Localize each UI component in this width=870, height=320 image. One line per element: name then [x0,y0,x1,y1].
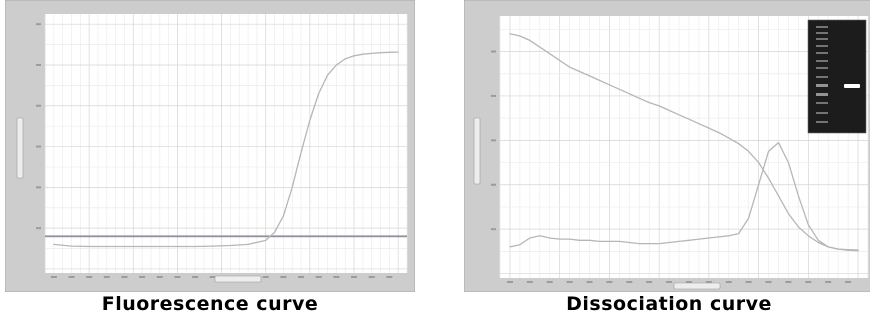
gel-ladder-band [816,121,828,123]
dissociation-caption: Dissociation curve [566,293,772,315]
y-tick-mark [36,63,41,66]
gel-ladder-band [816,84,828,87]
x-tick-mark [546,281,553,283]
x-tick-mark [156,276,163,278]
y-tick-mark [491,139,496,142]
gel-ladder-band [816,102,828,104]
y-tick-mark [491,94,496,97]
plot-area [45,14,407,273]
x-tick-mark [745,281,752,283]
gel-sample-band [844,84,860,88]
x-tick-mark [351,276,358,278]
x-tick-mark [606,281,613,283]
fluorescence-caption: Fluorescence curve [101,293,319,315]
axis-ticks [36,23,393,278]
x-axis-label-tab[interactable] [673,282,721,290]
curves [509,33,859,252]
gel-bands [816,26,860,123]
gel-ladder-band [816,112,828,114]
dissociation-panel: Dissociation curve [464,0,870,320]
gel-ladder-band [816,60,828,62]
x-tick-mark [725,281,732,283]
x-tick-mark [298,276,305,278]
x-tick-mark [139,276,146,278]
gel-ladder-band [816,52,828,54]
curves [45,51,407,248]
gel-ladder-band [816,38,828,40]
x-tick-mark [705,281,712,283]
x-tick-mark [262,276,269,278]
x-tick-mark [386,276,393,278]
gel-ladder-band [816,26,828,28]
y-tick-mark [36,186,41,189]
gel-ladder-band [816,67,828,69]
y-tick-mark [491,50,496,53]
x-tick-mark [315,276,322,278]
x-tick-mark [765,281,772,283]
series-line-1 [509,33,859,252]
fluorescence-chart [5,0,415,292]
dissociation-chart [464,0,870,292]
x-tick-mark [685,281,692,283]
gel-ladder-band [816,32,828,34]
y-axis-label-tab[interactable] [473,117,481,185]
x-tick-mark [209,276,216,278]
x-tick-mark [86,276,93,278]
x-tick-mark [825,281,832,283]
y-tick-mark [36,23,41,26]
x-tick-mark [103,276,110,278]
x-tick-mark [174,276,181,278]
axis-ticks [491,50,852,283]
x-tick-mark [566,281,573,283]
x-tick-mark [845,281,852,283]
x-tick-mark [646,281,653,283]
y-tick-mark [36,104,41,107]
fluorescence-panel: Fluorescence curve [5,0,415,320]
x-tick-mark [586,281,593,283]
x-tick-mark [526,281,533,283]
x-tick-mark [506,281,513,283]
x-tick-mark [805,281,812,283]
y-tick-mark [491,228,496,231]
y-tick-mark [36,227,41,230]
gel-ladder-band [816,93,828,96]
x-tick-mark [666,281,673,283]
x-tick-mark [368,276,375,278]
x-tick-mark [785,281,792,283]
x-tick-mark [121,276,128,278]
gel-ladder-band [816,45,828,47]
x-tick-mark [68,276,75,278]
series-line-1 [53,51,399,248]
x-tick-mark [280,276,287,278]
x-tick-mark [333,276,340,278]
gridlines [499,16,869,278]
y-tick-mark [36,145,41,148]
gel-ladder-band [816,76,828,78]
x-tick-mark [626,281,633,283]
gridlines [44,14,408,273]
y-tick-mark [491,183,496,186]
x-axis-label-tab[interactable] [214,275,262,283]
x-tick-mark [50,276,57,278]
gel-image-inset [807,19,867,134]
y-axis-label-tab[interactable] [16,117,24,179]
series-line-2 [509,141,859,251]
x-tick-mark [192,276,199,278]
